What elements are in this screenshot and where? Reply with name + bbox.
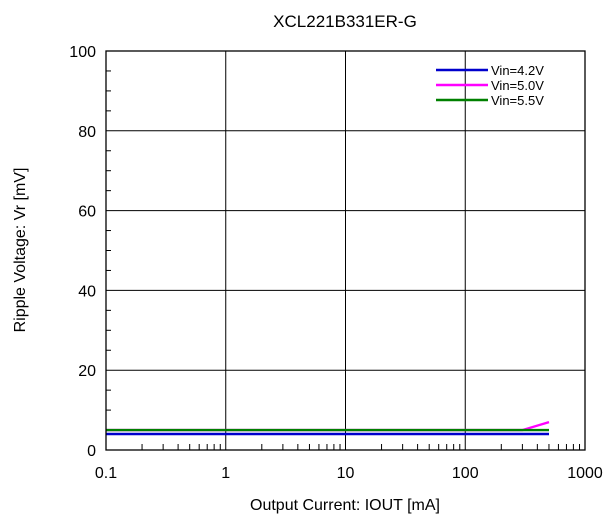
y-tick-label: 40	[78, 283, 96, 300]
grid-lines	[106, 51, 585, 450]
tick-labels: 0.1 1 10 100 1000 0 20 40 60 80 100	[69, 44, 603, 482]
plot-frame	[105, 50, 586, 451]
x-tick-label: 0.1	[95, 465, 117, 482]
legend-label: Vin=5.5V	[491, 93, 544, 108]
chart-title: XCL221B331ER-G	[273, 12, 417, 31]
x-axis-title: Output Current: IOUT [mA]	[250, 497, 440, 514]
minor-ticks	[106, 70, 581, 450]
y-tick-label: 60	[78, 204, 96, 221]
y-axis-title: Ripple Voltage: Vr [mV]	[12, 168, 29, 333]
x-tick-label: 100	[452, 465, 479, 482]
data-series	[106, 420, 550, 436]
y-tick-label: 100	[69, 44, 96, 61]
x-tick-label: 1	[221, 465, 230, 482]
y-tick-label: 0	[87, 443, 96, 460]
x-tick-label: 1000	[567, 465, 603, 482]
x-tick-label: 10	[337, 465, 355, 482]
y-tick-label: 20	[78, 363, 96, 380]
legend-label: Vin=4.2V	[491, 63, 544, 78]
y-tick-label: 80	[78, 124, 96, 141]
legend-label: Vin=5.0V	[491, 78, 544, 93]
